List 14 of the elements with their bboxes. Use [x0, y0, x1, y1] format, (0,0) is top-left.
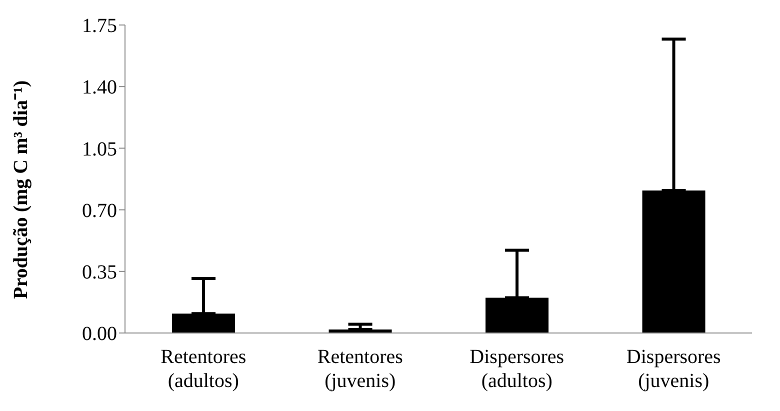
- bar: [486, 298, 549, 333]
- y-tick-label: 0.70: [82, 200, 117, 222]
- bar: [642, 190, 706, 333]
- y-axis-title: Produção (mg C m³ dia⁻¹): [10, 80, 32, 299]
- y-tick-label: 1.40: [82, 76, 117, 99]
- x-tick-label: Retentores (juvenis): [317, 346, 404, 392]
- y-tick-label: 1.05: [82, 138, 117, 160]
- x-tick-label: Dispersores (juvenis): [626, 346, 722, 392]
- y-tick-label: 1.75: [82, 15, 117, 38]
- bar: [172, 314, 236, 333]
- x-tick-label: Dispersores (adultos): [470, 346, 564, 392]
- y-tick-label: 0.00: [82, 323, 117, 346]
- x-tick-label: Retentores (adultos): [160, 346, 246, 392]
- y-tick-label: 0.35: [82, 262, 117, 284]
